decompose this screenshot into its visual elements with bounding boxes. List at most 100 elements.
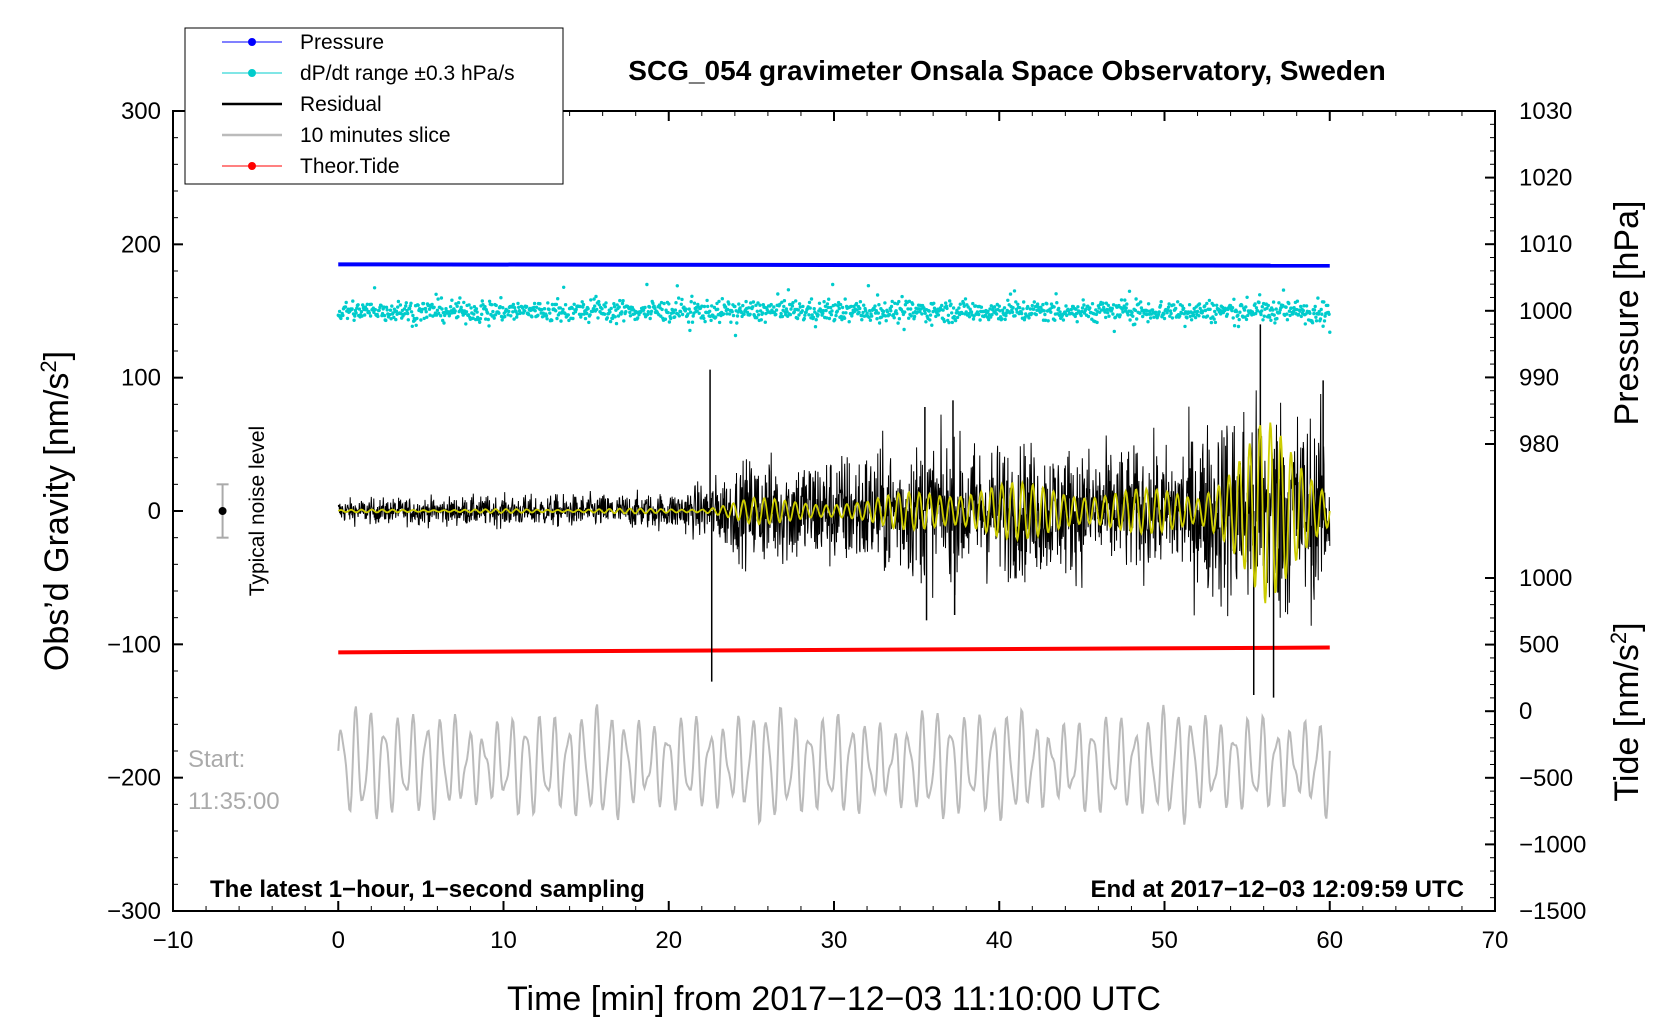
dpdt-point: [797, 313, 801, 317]
dpdt-point: [439, 314, 443, 318]
dpdt-point: [1100, 308, 1104, 312]
dpdt-point: [597, 299, 601, 304]
dpdt-point: [580, 300, 584, 304]
dpdt-point: [727, 312, 732, 316]
dpdt-point: [1027, 316, 1031, 320]
dpdt-point: [821, 309, 826, 313]
dpdt-point: [1193, 310, 1197, 314]
dpdt-point: [515, 315, 519, 319]
dpdt-point: [410, 324, 414, 328]
legend-label: dP/dt range ±0.3 hPa/s: [300, 62, 515, 85]
dpdt-point: [614, 321, 619, 326]
dpdt-point: [1073, 314, 1078, 319]
dpdt-point: [990, 313, 994, 317]
dpdt-point: [829, 305, 833, 310]
dpdt-point: [1308, 311, 1312, 315]
dpdt-point: [763, 320, 767, 324]
dpdt-point: [1158, 303, 1163, 308]
dpdt-point: [794, 299, 798, 303]
x-tick-label: 60: [1316, 927, 1343, 954]
tide-tick-label: 0: [1519, 698, 1532, 725]
dpdt-point: [365, 307, 369, 311]
dpdt-point: [788, 312, 793, 317]
dpdt-point: [595, 307, 599, 312]
dpdt-point: [673, 315, 677, 319]
dpdt-point: [1016, 302, 1020, 306]
dpdt-point: [351, 299, 355, 303]
bottom-left-annotation: The latest 1−hour, 1−second sampling: [210, 876, 645, 903]
dpdt-point: [1312, 311, 1316, 316]
dpdt-point: [831, 282, 835, 287]
dpdt-point: [894, 309, 898, 313]
dpdt-point: [547, 307, 551, 312]
x-tick-label: −10: [153, 927, 194, 954]
noise-bar-point: [218, 507, 227, 515]
dpdt-point: [1323, 314, 1327, 318]
y-tick-label: −100: [107, 631, 161, 658]
dpdt-point: [928, 318, 932, 322]
dpdt-point: [566, 313, 570, 317]
dpdt-point: [985, 315, 990, 319]
legend-box: [184, 27, 564, 185]
dpdt-point: [406, 311, 410, 316]
dpdt-point: [731, 313, 736, 318]
dpdt-point: [780, 300, 784, 304]
dpdt-point: [406, 318, 410, 322]
dpdt-point: [574, 307, 578, 312]
dpdt-point: [1273, 321, 1277, 325]
start-label: Start:: [188, 746, 245, 773]
dpdt-point: [1178, 314, 1182, 318]
dpdt-point: [979, 305, 984, 309]
dpdt-point: [1084, 307, 1088, 311]
dpdt-point: [608, 310, 612, 314]
dpdt-point: [1172, 303, 1176, 307]
dpdt-point: [1039, 305, 1043, 309]
dpdt-point: [1176, 300, 1180, 304]
dpdt-point: [1231, 316, 1235, 320]
dpdt-point: [695, 309, 699, 313]
dpdt-point: [1312, 308, 1317, 312]
dpdt-point: [344, 300, 348, 305]
x-tick-label: 0: [332, 927, 345, 954]
dpdt-point: [1148, 316, 1153, 320]
dpdt-point: [1208, 307, 1212, 311]
dpdt-point: [480, 299, 484, 303]
dpdt-point: [895, 311, 899, 316]
dpdt-point: [738, 306, 742, 310]
dpdt-point: [906, 307, 910, 311]
dpdt-point: [1018, 306, 1022, 310]
dpdt-point: [789, 307, 793, 311]
dpdt-point: [591, 307, 596, 311]
dpdt-point: [1127, 289, 1132, 293]
dpdt-point: [1213, 320, 1218, 325]
dpdt-point: [341, 313, 345, 318]
dpdt-point: [1322, 300, 1326, 304]
dpdt-point: [802, 316, 806, 321]
dpdt-point: [883, 314, 888, 318]
dpdt-point: [890, 299, 894, 304]
dpdt-point: [512, 317, 516, 321]
dpdt-point: [804, 310, 808, 314]
dpdt-point: [462, 300, 466, 305]
y-tick-label: 0: [148, 498, 161, 525]
dpdt-point: [942, 319, 947, 324]
dpdt-point: [369, 302, 373, 306]
dpdt-point: [1095, 320, 1099, 325]
dpdt-point: [907, 316, 911, 320]
dpdt-point: [891, 313, 896, 317]
dpdt-point: [1106, 303, 1111, 307]
x-axis-title: Time [min] from 2017−12−03 11:10:00 UTC: [507, 980, 1161, 1018]
dpdt-point: [915, 310, 919, 314]
dpdt-point: [510, 305, 514, 309]
dpdt-point: [414, 323, 418, 327]
dpdt-point: [966, 305, 970, 309]
dpdt-point: [494, 303, 498, 308]
dpdt-point: [459, 305, 463, 309]
dpdt-point: [1267, 315, 1272, 319]
dpdt-point: [546, 301, 550, 305]
dpdt-point: [967, 315, 972, 319]
dpdt-point: [442, 321, 446, 325]
dpdt-point: [973, 304, 978, 308]
dpdt-point: [862, 303, 866, 307]
dpdt-point: [1014, 300, 1018, 304]
